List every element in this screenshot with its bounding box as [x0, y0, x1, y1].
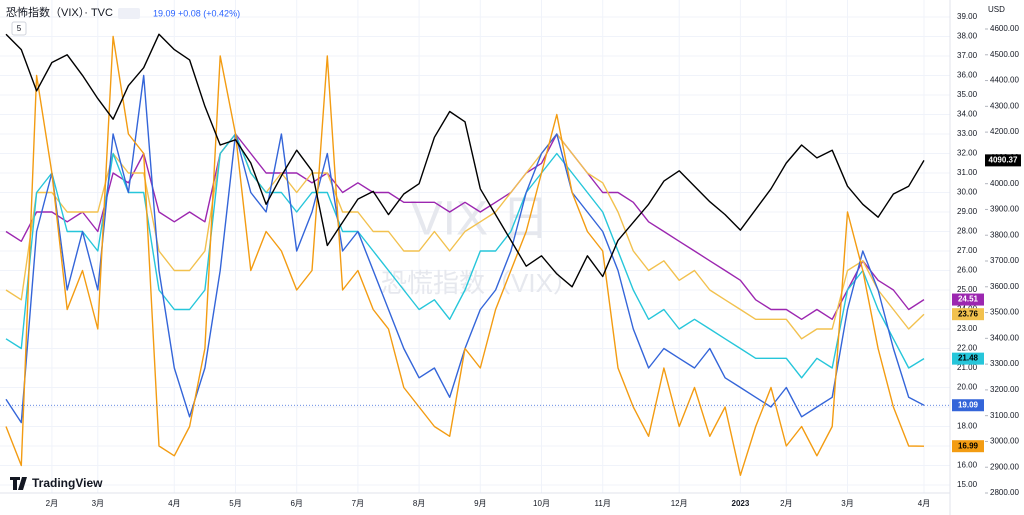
y-tick-label: 36.00 — [957, 71, 978, 80]
y-tick-label: 20.00 — [957, 383, 978, 392]
brand-logo — [10, 477, 27, 490]
price-tag — [985, 154, 1021, 167]
price-tag-label: 19.09 — [958, 400, 979, 409]
y-tick-label: 15.00 — [957, 480, 978, 489]
y-tick-label: 31.00 — [957, 168, 978, 177]
price-tag — [952, 308, 984, 321]
x-tick-label: 8月 — [413, 499, 425, 508]
x-tick-label: 9月 — [474, 499, 486, 508]
watermark: 恐慌指数（VIX） — [381, 268, 579, 298]
y2-tick-label: 3800.00 — [990, 230, 1019, 239]
price-tag-label: 16.99 — [958, 441, 979, 450]
y-tick-label: 35.00 — [957, 90, 978, 99]
price-tag-label: 21.48 — [958, 354, 979, 363]
y2-tick-label: 3500.00 — [990, 308, 1019, 317]
interval-button[interactable] — [11, 21, 27, 36]
y2-tick-label: 3200.00 — [990, 385, 1019, 394]
y-tick-label: 27.00 — [957, 246, 978, 255]
axes: 15.0016.0017.0018.0019.0020.0021.0022.00… — [46, 12, 1021, 508]
y2-tick-label: 3000.00 — [990, 437, 1019, 446]
legend-title: 恐怖指数（VIX）· TVC — [6, 5, 113, 19]
watermark: VIX 日 — [411, 193, 550, 246]
price-tag — [952, 440, 984, 453]
price-tag — [952, 352, 984, 365]
y2-tick-label: 3600.00 — [990, 282, 1019, 291]
y-tick-label: 32.00 — [957, 149, 978, 158]
x-tick-label: 5月 — [229, 499, 241, 508]
y-tick-label: 23.00 — [957, 324, 978, 333]
y-tick-label: 29.00 — [957, 207, 978, 216]
y-tick-label: 38.00 — [957, 32, 978, 41]
y2-tick-label: 2900.00 — [990, 462, 1019, 471]
y2-tick-label: 4300.00 — [990, 101, 1019, 110]
y2-tick-label: 2800.00 — [990, 488, 1019, 497]
y-tick-label: 22.00 — [957, 344, 978, 353]
x-tick-label: 10月 — [533, 499, 550, 508]
y2-tick-label: 4600.00 — [990, 24, 1019, 33]
x-tick-label: 7月 — [352, 499, 364, 508]
y2-tick-label: 4400.00 — [990, 76, 1019, 85]
interval-label: 5 — [17, 24, 22, 33]
y-tick-label: 39.00 — [957, 12, 978, 21]
series-line — [5, 133, 925, 340]
y-tick-label: 30.00 — [957, 188, 978, 197]
x-tick-label: 2月 — [46, 499, 58, 508]
y2-tick-label: 3100.00 — [990, 411, 1019, 420]
x-tick-label: 3月 — [841, 499, 853, 508]
brand: TradingView — [32, 476, 103, 490]
y2-tick-label: 3900.00 — [990, 205, 1019, 214]
x-tick-label: 6月 — [290, 499, 302, 508]
y2-tick-label: 4000.00 — [990, 179, 1019, 188]
y2-tick-label: 3700.00 — [990, 256, 1019, 265]
price-tag-label: 23.76 — [958, 309, 979, 318]
y-tick-label: 34.00 — [957, 110, 978, 119]
price-tag-label: 24.51 — [958, 295, 979, 304]
x-tick-label: 2023 — [732, 499, 750, 508]
plot — [0, 33, 950, 476]
y-tick-label: 21.00 — [957, 363, 978, 372]
y2-unit: USD — [988, 5, 1005, 14]
x-tick-label: 12月 — [671, 499, 688, 508]
y-tick-label: 37.00 — [957, 51, 978, 60]
series-line — [5, 133, 925, 379]
y2-tick-label: 4500.00 — [990, 50, 1019, 59]
y2-tick-label: 3400.00 — [990, 333, 1019, 342]
x-tick-label: 4月 — [918, 499, 930, 508]
price-tag — [952, 293, 984, 306]
series-line — [5, 33, 925, 288]
series-line — [5, 35, 925, 476]
y-tick-label: 26.00 — [957, 266, 978, 275]
legend-icon[interactable] — [118, 8, 140, 19]
x-tick-label: 11月 — [595, 499, 611, 508]
y-tick-label: 28.00 — [957, 227, 978, 236]
y-tick-label: 16.00 — [957, 461, 978, 470]
y-tick-label: 25.00 — [957, 285, 978, 294]
price-tag-label: 4090.37 — [989, 155, 1018, 164]
y-tick-label: 18.00 — [957, 422, 978, 431]
price-tag — [952, 399, 984, 412]
x-tick-label: 4月 — [168, 499, 180, 508]
y2-tick-label: 4200.00 — [990, 127, 1019, 136]
legend-quote: 19.09 +0.08 (+0.42%) — [153, 8, 240, 18]
series-line — [5, 133, 925, 320]
x-tick-label: 3月 — [92, 499, 104, 508]
y2-tick-label: 3300.00 — [990, 359, 1019, 368]
y-tick-label: 33.00 — [957, 129, 978, 138]
x-tick-label: 2月 — [780, 499, 792, 508]
